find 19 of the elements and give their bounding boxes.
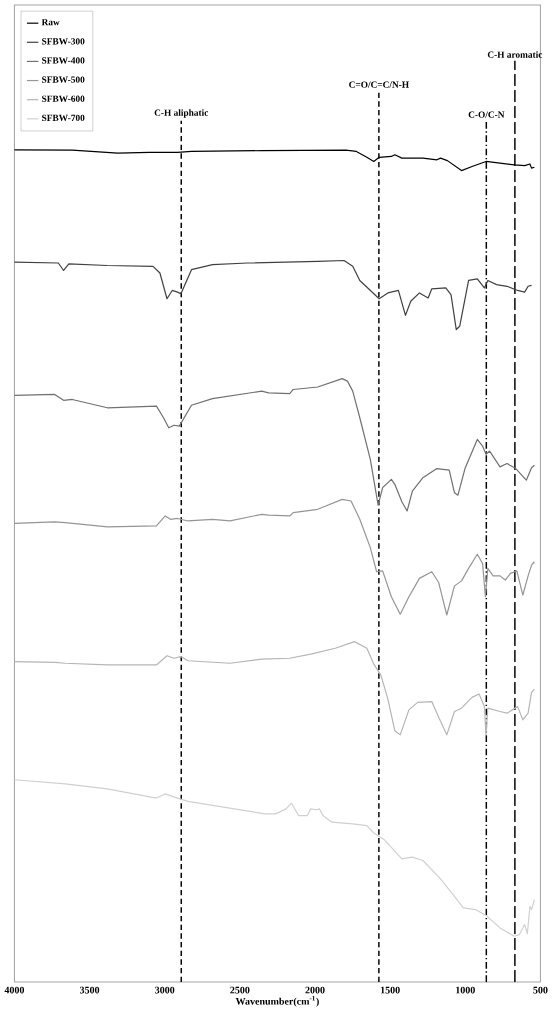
legend-label: SFBW-700 <box>41 114 85 122</box>
x-tick-label: 4000 <box>4 986 24 994</box>
ref-line-label: C=O/C=C/N-H <box>348 81 409 88</box>
x-tick-label: 500 <box>533 986 548 994</box>
legend-label: SFBW-300 <box>41 38 85 45</box>
ref-line-label: C-H aromatic <box>487 51 542 58</box>
legend-label: SFBW-500 <box>41 76 85 83</box>
x-tick-label: 3000 <box>154 986 175 994</box>
legend-label: SFBW-600 <box>41 95 85 102</box>
x-tick-label: 2500 <box>230 986 250 994</box>
x-tick-label: 2000 <box>305 986 325 994</box>
ref-line-label: C-O/C-N <box>468 111 505 118</box>
legend-label: Raw <box>41 19 60 26</box>
x-tick-label: 1500 <box>380 986 400 994</box>
legend-label: SFBW-400 <box>41 57 85 64</box>
x-axis-title: Wavenumber(cm$^{-1}$) <box>235 995 319 1007</box>
x-tick-label: 1000 <box>455 986 475 994</box>
ref-line-label: C-H aliphatic <box>154 109 208 118</box>
x-tick-label: 3500 <box>79 986 99 994</box>
